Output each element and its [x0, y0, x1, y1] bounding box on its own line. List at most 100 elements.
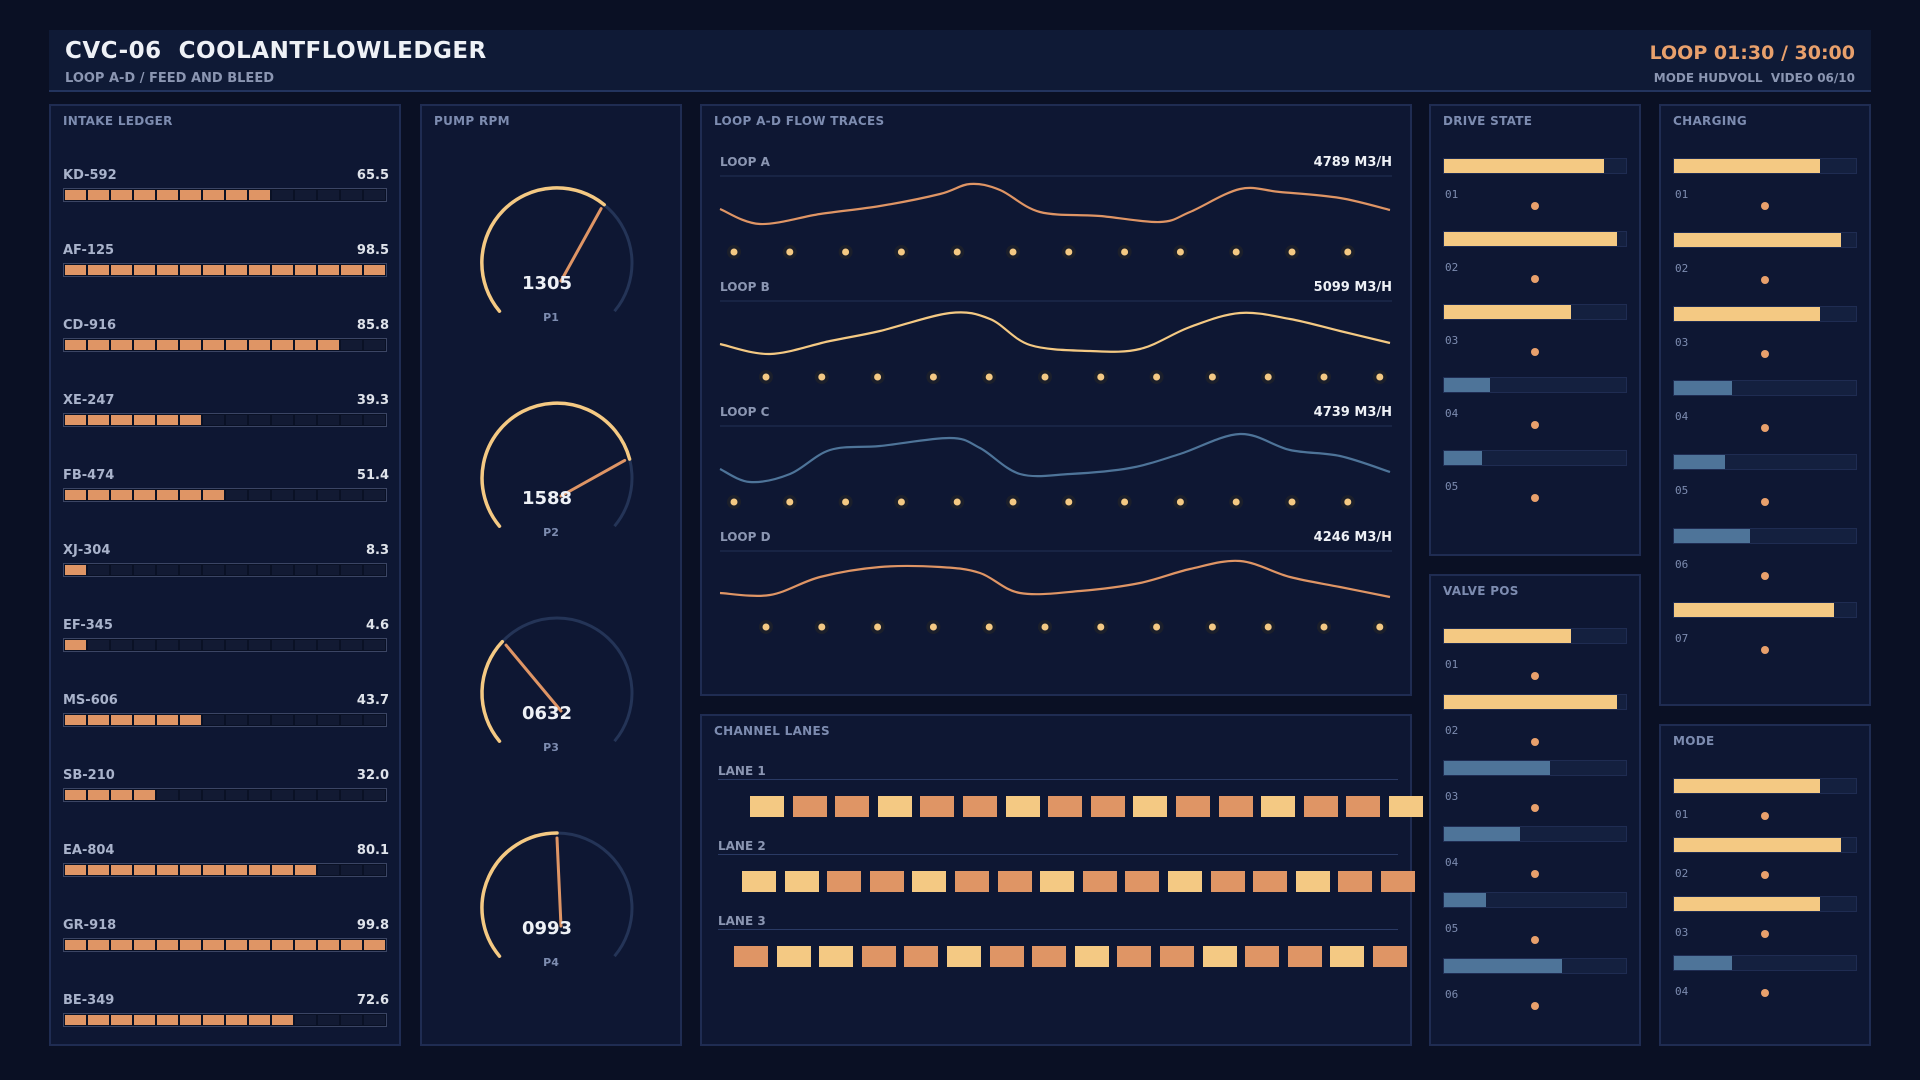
intake-segment — [226, 265, 247, 275]
lane-block — [1040, 871, 1075, 892]
header-bar: CVC-06 COOLANTFLOWLEDGER LOOP A-D / FEED… — [49, 30, 1871, 92]
charging-item-id: 04 — [1675, 410, 1689, 423]
intake-label: MS-606 — [63, 693, 118, 708]
intake-level-bar — [63, 263, 387, 277]
intake-segment — [134, 490, 155, 500]
intake-segment — [203, 190, 224, 200]
intake-segment — [88, 790, 109, 800]
gauge-needle — [504, 643, 563, 713]
intake-segment — [134, 415, 155, 425]
intake-value: 65.5 — [356, 168, 389, 183]
intake-segment — [249, 1015, 270, 1025]
intake-label: BE-349 — [63, 993, 115, 1008]
drive-indicator-dot — [1531, 275, 1539, 283]
drive-bar-fill — [1444, 232, 1617, 246]
drive-item-id: 05 — [1445, 480, 1459, 493]
intake-segment — [364, 640, 385, 650]
charging-item-id: 05 — [1675, 484, 1689, 497]
intake-segment — [226, 565, 247, 575]
drive-indicator-dot — [1531, 494, 1539, 502]
mode-item: 01 — [1673, 778, 1859, 838]
intake-value: 51.4 — [356, 468, 389, 483]
intake-row: EF-345 4.6 — [63, 618, 389, 654]
intake-segment — [249, 190, 270, 200]
intake-segment — [295, 715, 316, 725]
intake-segment — [157, 190, 178, 200]
intake-segment — [88, 490, 109, 500]
charging-bar-track — [1673, 380, 1857, 396]
valve-item-id: 05 — [1445, 922, 1459, 935]
intake-row: KD-592 65.5 — [63, 168, 389, 204]
lane-block — [784, 871, 819, 892]
lane-block — [835, 796, 870, 817]
intake-segment — [295, 490, 316, 500]
lane-block — [963, 796, 997, 817]
intake-segment — [272, 340, 293, 350]
charging-bar-fill — [1674, 159, 1820, 173]
intake-segment — [88, 190, 109, 200]
flow-marker — [1288, 498, 1296, 506]
flow-loop-value: 4246 M3/H — [1314, 530, 1392, 545]
charging-bar-track — [1673, 232, 1857, 248]
mode-bar-track — [1673, 778, 1857, 794]
lane-block — [1287, 946, 1322, 967]
intake-label: XJ-304 — [63, 543, 111, 558]
intake-segment — [341, 790, 362, 800]
lane-block — [1330, 946, 1365, 967]
intake-segment — [226, 190, 247, 200]
intake-level-bar — [63, 563, 387, 577]
intake-segment — [364, 715, 385, 725]
flow-marker — [1176, 248, 1184, 256]
flow-marker — [1344, 248, 1352, 256]
intake-segment — [203, 940, 224, 950]
charging-item-id: 01 — [1675, 188, 1689, 201]
pump-gauge: 1588 P2 — [472, 393, 642, 563]
flow-marker — [1121, 498, 1129, 506]
drive-item: 03 — [1443, 304, 1629, 364]
intake-segment — [180, 340, 201, 350]
flow-marker — [1288, 248, 1296, 256]
charging-indicator-dot — [1761, 202, 1769, 210]
intake-segment — [272, 1015, 293, 1025]
intake-segment — [180, 865, 201, 875]
intake-segment — [157, 715, 178, 725]
gauge-needle — [559, 458, 627, 498]
intake-segment — [180, 565, 201, 575]
charging-bar-fill — [1674, 307, 1820, 321]
intake-segment — [111, 415, 132, 425]
lane-divider — [718, 779, 1398, 780]
pump-gauge-dial: 1305 P1 — [480, 186, 634, 324]
intake-segment — [111, 715, 132, 725]
flow-marker — [1153, 623, 1161, 631]
intake-segment — [157, 565, 178, 575]
flow-marker — [874, 373, 882, 381]
intake-level-bar — [63, 938, 387, 952]
intake-segment — [318, 940, 339, 950]
drive-item: 01 — [1443, 158, 1629, 218]
lane-block — [1381, 871, 1415, 892]
intake-segment — [88, 415, 109, 425]
lane-block — [1295, 871, 1330, 892]
intake-value: 32.0 — [356, 768, 389, 783]
intake-segment — [318, 565, 339, 575]
valve-bar-fill — [1444, 893, 1486, 907]
pump-gauge-dial: 0632 P3 — [480, 616, 634, 754]
flow-marker — [730, 248, 738, 256]
intake-segment — [88, 265, 109, 275]
mode-item: 03 — [1673, 896, 1859, 956]
lane-block — [1373, 946, 1407, 967]
lane-block — [1218, 796, 1253, 817]
intake-segment — [111, 640, 132, 650]
flow-marker — [1264, 373, 1272, 381]
flow-loop-name: LOOP B — [720, 280, 770, 294]
intake-segment — [295, 940, 316, 950]
flow-loop: LOOP D 4246 M3/H — [719, 530, 1392, 634]
intake-segment — [341, 265, 362, 275]
intake-segment — [226, 490, 247, 500]
flow-marker — [818, 623, 826, 631]
valve-item-id: 04 — [1445, 856, 1459, 869]
charging-indicator-dot — [1761, 572, 1769, 580]
intake-segment — [180, 940, 201, 950]
intake-segment — [134, 640, 155, 650]
intake-level-bar — [63, 188, 387, 202]
